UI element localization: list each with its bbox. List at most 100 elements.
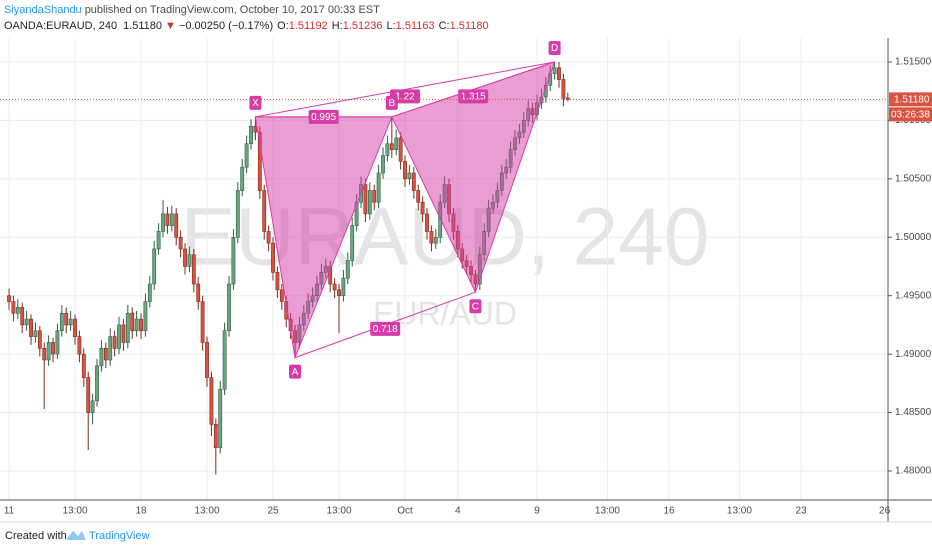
candle-body [169,213,174,226]
created-with: Created with [5,530,67,542]
y-tick-label: 1.48000 [895,466,932,477]
candle-body [403,161,407,180]
candle-body [407,172,412,180]
candle-body [557,67,561,80]
candle-body [165,213,170,226]
candle-body [95,365,99,402]
point-label: C [472,301,479,312]
candle-body [561,79,566,99]
axes: 11 13:00 18 13:00 25 13:00 Oct 4 9 13:00 16 13:00 23… [0,57,932,517]
candle-body [376,172,381,203]
ratio-label: 1.315 [461,92,486,103]
ticker-line: OANDA:EURAUD, 240 1.51180 ▼ −0.00250 (−0.17… [4,20,489,32]
candle-body [416,190,421,203]
x-tick-label: 25 [267,506,279,517]
candle-body [350,225,355,261]
candle-body [90,400,95,413]
candle-body [271,242,275,273]
candle-body [363,184,368,215]
candle-body [218,388,223,448]
x-tick-label: 26 [879,506,891,517]
y-tick-label: 1.50000 [895,232,932,243]
ohlc-value: 1.51192 [289,20,328,32]
y-tick-label: 1.51500 [895,57,932,68]
candle-body [174,213,179,238]
candle-body [37,330,42,349]
ratio-box [458,89,489,104]
x-tick-label: 18 [135,506,147,517]
ohlc-key: O: [277,20,289,32]
x-tick-label: 16 [663,506,675,517]
brand[interactable]: TradingView [89,530,150,542]
candle-body [143,301,148,332]
candle-body [86,377,91,413]
candle-body [187,254,192,267]
candle-body [235,190,240,238]
logo [66,531,86,540]
x-tick-label: 11 [4,506,15,517]
point-box [469,299,482,314]
candle-body [337,289,341,297]
ohlc-key: C: [439,20,450,32]
candle-body [420,201,425,215]
candle-body [134,318,139,332]
candle-body [15,307,20,314]
x-tick-label: 9 [534,506,540,517]
pattern: 0.995 1.22 1.315 0.718 X A B C D [249,40,561,379]
candle-body [103,347,108,361]
candle-body [183,248,187,267]
candle-body [46,342,51,361]
last: 1.51180 [123,20,162,32]
candle-body [253,125,258,133]
candle-body [205,342,209,378]
candle-body [178,236,183,250]
x-tick-label: 13:00 [327,506,352,517]
x-tick-label: 13:00 [727,506,752,517]
ratio-label: 1.22 [395,92,415,103]
candle-body [345,260,350,279]
candles [7,61,570,475]
point-box [289,364,302,379]
candle-body [33,330,38,337]
symbol: OANDA:EURAUD, 240 [4,20,117,32]
ohlc-value: 1.51180 [450,20,489,32]
candle-body [161,213,165,232]
candle-body [240,166,245,191]
x-tick-label: 4 [455,506,461,517]
y-tick-label: 1.49500 [895,290,932,301]
last-price-label: 1.51180 [894,94,930,105]
change: −0.00250 (−0.17%) [179,20,273,32]
candle-body [55,330,60,355]
ohlc-key: H: [332,20,343,32]
candle-body [156,231,161,250]
y-tick-label: 1.48500 [895,407,932,418]
ohlc-value: 1.51236 [343,20,383,32]
candle-body [367,190,372,215]
ratio-box [370,321,401,336]
candle-body [64,312,69,326]
candle-body [139,318,143,332]
published: published on TradingView.com, October 10… [85,4,380,16]
point-box [385,95,398,110]
author[interactable]: SiyandaShandu [4,4,82,16]
candle-body [433,236,438,244]
candle-body [411,172,416,191]
x-tick-label: Oct [397,506,413,517]
candle-body [231,236,236,285]
ratio-label: 0.718 [373,324,398,335]
point-box [548,40,561,55]
candle-body [81,353,86,378]
candle-body [394,137,399,150]
ohlc-value: 1.51163 [396,20,435,32]
candle-body [29,318,33,337]
candle-body [191,254,196,285]
candle-body [152,248,157,285]
candle-body [51,342,55,355]
candle-body [266,231,271,244]
candle-body [262,190,267,232]
ratio-label: 0.995 [311,112,336,123]
ratio-box [308,109,339,124]
x-tick-label: 23 [795,506,807,517]
candle-body [389,143,394,150]
